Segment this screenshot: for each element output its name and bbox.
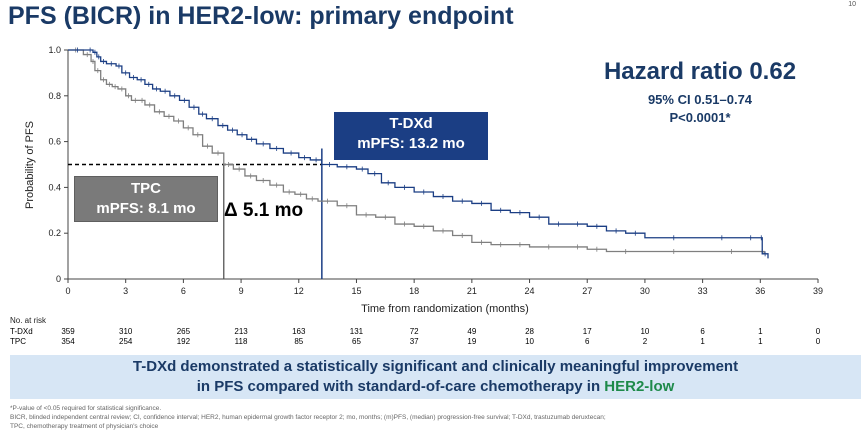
risk-cell: 1 xyxy=(700,337,705,346)
tdxd-box-mpfs: mPFS: 13.2 mo xyxy=(357,135,465,152)
conclusion-banner: T-DXd demonstrated a statistically signi… xyxy=(10,355,861,399)
x-tick-label: 3 xyxy=(123,286,128,296)
risk-row-label: TPC xyxy=(10,337,26,346)
risk-cell: 6 xyxy=(584,337,590,346)
y-tick-label: 0 xyxy=(56,274,61,284)
tdxd-median-box: T-DXd mPFS: 13.2 mo xyxy=(334,112,488,160)
y-tick-label: 1.0 xyxy=(48,45,61,55)
x-tick-label: 6 xyxy=(181,286,186,296)
x-tick-label: 0 xyxy=(65,286,70,296)
x-tick-label: 12 xyxy=(294,286,304,296)
hazard-ratio: Hazard ratio 0.62 xyxy=(603,58,797,85)
risk-cell: 85 xyxy=(294,337,304,346)
risk-cell: 19 xyxy=(467,337,477,346)
risk-cell: 28 xyxy=(525,327,534,336)
footnote-1: *P-value of <0.05 required for statistic… xyxy=(10,405,162,412)
x-tick-label: 30 xyxy=(640,286,650,296)
risk-cell: 265 xyxy=(176,327,191,336)
risk-cell: 254 xyxy=(119,337,133,346)
y-tick-label: 0.6 xyxy=(48,137,61,147)
x-tick-label: 27 xyxy=(582,286,592,296)
risk-cell: 213 xyxy=(234,327,248,336)
y-tick-label: 0.2 xyxy=(48,228,61,238)
slide-number: 10 xyxy=(848,1,856,8)
tpc-box-mpfs: mPFS: 8.1 mo xyxy=(96,200,196,217)
risk-cell: 2 xyxy=(642,337,648,346)
risk-cell: 72 xyxy=(409,327,419,336)
risk-cell: 6 xyxy=(700,327,705,336)
x-axis-label: Time from randomization (months) xyxy=(361,303,529,315)
y-tick-label: 0.4 xyxy=(48,182,61,192)
risk-cell: 354 xyxy=(61,337,75,346)
series-line-tpc xyxy=(68,49,765,254)
risk-cell: 163 xyxy=(292,327,306,336)
risk-cell: 1 xyxy=(758,327,763,336)
risk-cell: 10 xyxy=(640,327,650,336)
risk-cell: 310 xyxy=(119,327,133,336)
tpc-median-box: TPC mPFS: 8.1 mo xyxy=(74,176,218,222)
banner-line-1: T-DXd demonstrated a statistically signi… xyxy=(132,358,739,375)
x-tick-label: 33 xyxy=(698,286,708,296)
page-title: PFS (BICR) in HER2-low: primary endpoint xyxy=(8,2,514,30)
x-tick-label: 15 xyxy=(351,286,361,296)
delta-median: Δ 5.1 mo xyxy=(224,200,304,221)
hazard-ci: 95% CI 0.51–0.74 xyxy=(647,92,753,107)
risk-row-label: T-DXd xyxy=(10,327,33,336)
risk-cell: 0 xyxy=(815,327,821,336)
banner-line-2-text: in PFS compared with standard-of-care ch… xyxy=(196,378,605,395)
banner-highlight: HER2-low xyxy=(604,378,675,395)
y-tick-label: 0.8 xyxy=(48,91,61,101)
risk-cell: 192 xyxy=(176,337,191,346)
footnote-3: TPC, chemotherapy treatment of physician… xyxy=(10,423,159,430)
x-tick-label: 9 xyxy=(239,286,244,296)
risk-cell: 118 xyxy=(234,337,248,346)
risk-cell: 17 xyxy=(582,327,592,336)
hazard-p-value: P<0.0001* xyxy=(669,110,731,125)
x-tick-label: 24 xyxy=(525,286,535,296)
y-axis-label: Probability of PFS xyxy=(24,121,36,209)
x-tick-label: 18 xyxy=(409,286,419,296)
risk-cell: 49 xyxy=(467,327,477,336)
tpc-box-label: TPC xyxy=(131,180,161,197)
x-tick-label: 36 xyxy=(755,286,765,296)
x-tick-label: 21 xyxy=(467,286,477,296)
risk-cell: 1 xyxy=(758,337,763,346)
x-tick-label: 39 xyxy=(813,286,823,296)
risk-cell: 0 xyxy=(815,337,821,346)
footnote-2: BICR, blinded independent central review… xyxy=(10,414,606,421)
risk-cell: 10 xyxy=(525,337,534,346)
risk-cell: 131 xyxy=(349,327,364,336)
risk-cell: 65 xyxy=(352,337,361,346)
risk-cell: 37 xyxy=(409,337,419,346)
risk-table-title: No. at risk xyxy=(10,316,47,325)
risk-cell: 359 xyxy=(61,327,75,336)
tdxd-box-label: T-DXd xyxy=(389,115,433,132)
banner-line-2: in PFS compared with standard-of-care ch… xyxy=(10,377,861,397)
